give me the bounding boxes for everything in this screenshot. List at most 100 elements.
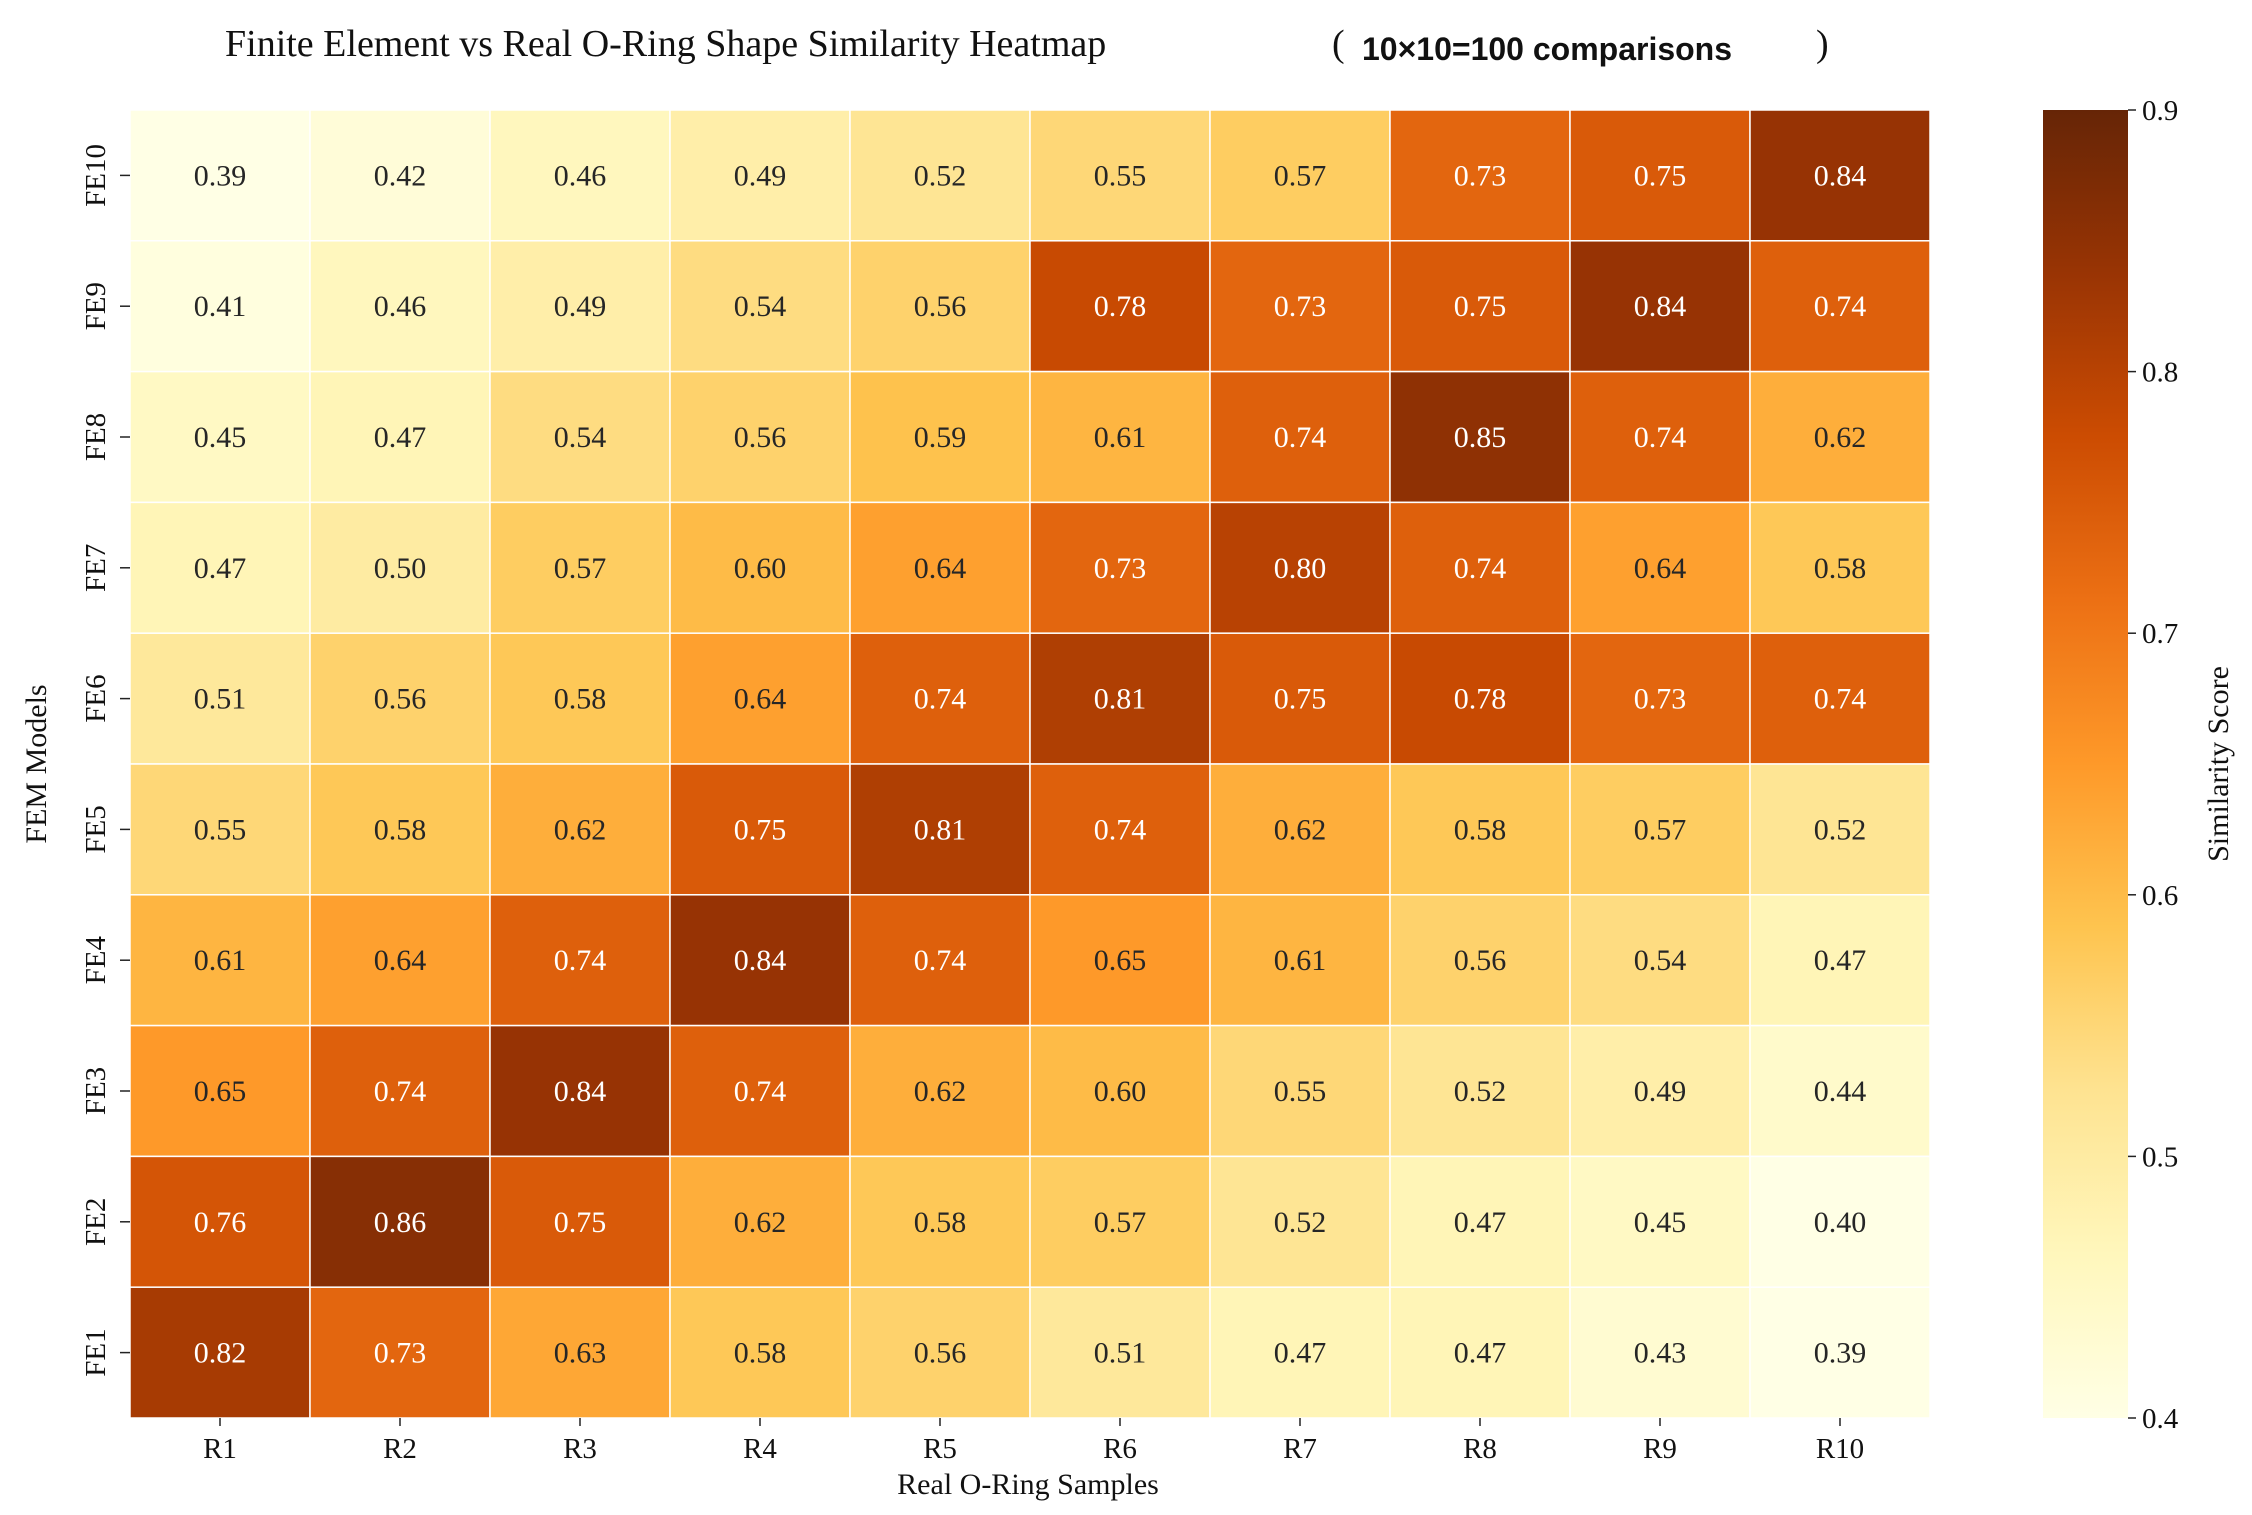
heatmap-cell-label: 0.81 — [1094, 683, 1147, 716]
heatmap-cell-label: 0.74 — [914, 944, 967, 977]
y-tick-label: FE3 — [80, 1067, 112, 1115]
heatmap-cell-label: 0.63 — [554, 1337, 607, 1370]
heatmap-cell — [1749, 1155, 1931, 1288]
heatmap-cell-label: 0.58 — [554, 683, 607, 716]
heatmap-cell — [849, 632, 1031, 765]
heatmap-cell — [1029, 894, 1211, 1027]
heatmap-cell-label: 0.62 — [914, 1075, 967, 1108]
heatmap-cell-label: 0.41 — [194, 290, 247, 323]
heatmap-cell-label: 0.55 — [194, 813, 247, 846]
heatmap-cell-label: 0.74 — [914, 683, 967, 716]
heatmap-cell — [1569, 1024, 1751, 1158]
heatmap-cell-label: 0.75 — [554, 1206, 607, 1239]
colorbar-gradient — [2043, 110, 2128, 1418]
heatmap-cell — [1749, 109, 1931, 242]
heatmap-cell-label: 0.52 — [1454, 1075, 1507, 1108]
colorbar-tick-label: 0.4 — [2142, 1403, 2179, 1435]
colorbar-tick-label: 0.6 — [2142, 880, 2178, 912]
heatmap-cell — [1209, 501, 1391, 634]
heatmap-cell — [309, 1286, 491, 1419]
heatmap-cell-label: 0.64 — [914, 552, 967, 585]
heatmap-cell — [1209, 632, 1391, 765]
heatmap-cell — [1029, 763, 1211, 896]
heatmap-cell — [1389, 1024, 1571, 1158]
heatmap-cell-label: 0.75 — [734, 813, 787, 846]
heatmap-cell — [849, 240, 1031, 373]
heatmap-cell — [1389, 109, 1571, 242]
heatmap-cell-label: 0.61 — [194, 944, 247, 977]
heatmap-cell-label: 0.75 — [1274, 683, 1327, 716]
x-tick-label: R9 — [1643, 1433, 1677, 1465]
heatmap-cell — [129, 1286, 311, 1419]
x-tick-label: R7 — [1283, 1433, 1317, 1465]
heatmap-cell-label: 0.52 — [1814, 813, 1867, 846]
heatmap-cell — [1209, 763, 1391, 896]
heatmap-cell-label: 0.61 — [1274, 944, 1327, 977]
heatmap-cell — [1569, 763, 1751, 896]
heatmap-cell-label: 0.59 — [914, 421, 967, 454]
x-tick-label: R1 — [203, 1433, 237, 1465]
heatmap-cell — [1749, 1024, 1931, 1158]
heatmap-cell-label: 0.84 — [1814, 159, 1867, 192]
heatmap-cell-label: 0.65 — [1094, 944, 1147, 977]
heatmap-cell-label: 0.61 — [1094, 421, 1147, 454]
heatmap-cell-label: 0.60 — [1094, 1075, 1147, 1108]
x-tick-label: R8 — [1463, 1433, 1497, 1465]
heatmap-cell-label: 0.45 — [1634, 1206, 1687, 1239]
heatmap-cell — [1749, 632, 1931, 765]
heatmap-cell-label: 0.78 — [1454, 683, 1507, 716]
heatmap-cell — [1569, 894, 1751, 1027]
heatmap-cell — [1749, 894, 1931, 1027]
heatmap-cell-label: 0.85 — [1454, 421, 1507, 454]
x-axis-ticks: R1 R2 R3 R4 R5 R6 R7 R8 R9 R10 — [203, 1418, 1864, 1465]
heatmap-cell — [669, 1024, 851, 1158]
heatmap-cell-label: 0.64 — [734, 683, 787, 716]
heatmap-cell — [1569, 632, 1751, 765]
heatmap-cell — [1389, 1286, 1571, 1419]
colorbar-title: Similarity Score — [2202, 666, 2235, 862]
heatmap-cell-label: 0.52 — [914, 159, 967, 192]
y-tick-label: FE5 — [80, 805, 112, 853]
heatmap-cell-label: 0.58 — [374, 813, 427, 846]
heatmap-cell — [1389, 501, 1571, 634]
heatmap-cell-label: 0.46 — [554, 159, 607, 192]
heatmap-cell — [129, 501, 311, 634]
heatmap-cell — [489, 240, 671, 373]
colorbar-tick-label: 0.7 — [2142, 618, 2178, 650]
heatmap-cell — [309, 240, 491, 373]
heatmap-cell-label: 0.57 — [1094, 1206, 1147, 1239]
heatmap-cell-label: 0.75 — [1634, 159, 1687, 192]
heatmap-cell-label: 0.47 — [194, 552, 247, 585]
heatmap-cell-label: 0.56 — [734, 421, 787, 454]
heatmap-cell — [849, 763, 1031, 896]
heatmap-cell — [669, 894, 851, 1027]
heatmap-cell-label: 0.62 — [1814, 421, 1867, 454]
heatmap-cell-label: 0.45 — [194, 421, 247, 454]
heatmap-cell — [489, 370, 671, 504]
heatmap-cell-label: 0.43 — [1634, 1337, 1687, 1370]
heatmap-cell — [849, 1024, 1031, 1158]
colorbar-tick-label: 0.5 — [2142, 1141, 2178, 1173]
heatmap-cell-label: 0.51 — [194, 683, 247, 716]
heatmap-cell-label: 0.84 — [1634, 290, 1687, 323]
chart-title-paren-open: ( — [1332, 23, 1345, 65]
heatmap-cell-label: 0.60 — [734, 552, 787, 585]
heatmap-cell — [1029, 1155, 1211, 1288]
x-tick-label: R4 — [743, 1433, 777, 1465]
chart-title: Finite Element vs Real O-Ring Shape Simi… — [225, 23, 1829, 67]
heatmap-cell-labels: 0.39 0.42 0.46 0.49 0.52 0.55 0.57 0.73 0.75 0.84… — [194, 159, 1867, 1369]
heatmap-cell — [489, 1155, 671, 1288]
colorbar-tick-label: 0.9 — [2142, 95, 2178, 127]
heatmap-cell-label: 0.55 — [1274, 1075, 1327, 1108]
y-axis-ticks: FE10 FE9 FE8 FE7 FE6 FE5 FE4 FE3 FE2 FE1 — [80, 144, 130, 1377]
heatmap-cell-label: 0.74 — [1634, 421, 1687, 454]
heatmap-cell-label: 0.73 — [1094, 552, 1147, 585]
heatmap-cell-label: 0.51 — [1094, 1337, 1147, 1370]
heatmap-cell — [129, 894, 311, 1027]
heatmap-cell-label: 0.47 — [1454, 1337, 1507, 1370]
heatmap-cell-label: 0.86 — [374, 1206, 427, 1239]
heatmap-cell — [1029, 109, 1211, 242]
heatmap-cell — [1749, 1286, 1931, 1419]
heatmap-cell — [1029, 1286, 1211, 1419]
